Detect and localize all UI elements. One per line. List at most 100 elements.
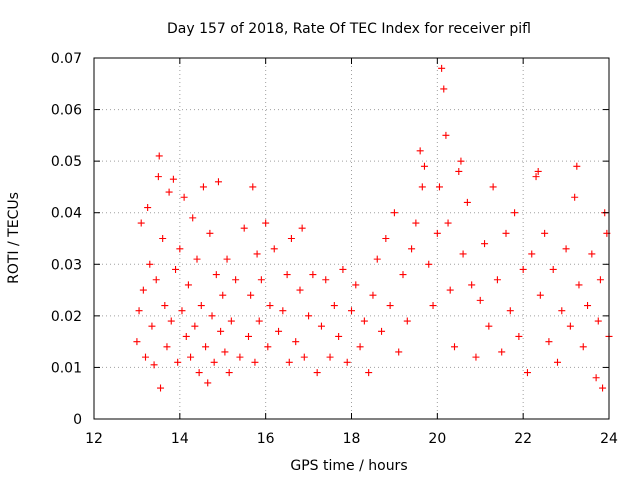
- data-point: [144, 204, 152, 212]
- data-point: [146, 260, 154, 268]
- data-point: [165, 188, 173, 196]
- data-point: [204, 379, 212, 387]
- data-points: [133, 64, 613, 392]
- data-point: [534, 167, 542, 175]
- data-point: [255, 317, 263, 325]
- data-point: [506, 307, 514, 315]
- data-point: [446, 286, 454, 294]
- y-tick-label: 0.04: [51, 206, 82, 222]
- data-point: [167, 317, 175, 325]
- data-point: [599, 384, 607, 392]
- x-tick-label: 22: [514, 431, 532, 447]
- data-point: [247, 291, 255, 299]
- data-point: [210, 358, 218, 366]
- y-tick-label: 0.05: [51, 154, 82, 170]
- data-point: [178, 307, 186, 315]
- data-point: [523, 369, 531, 377]
- data-point: [217, 327, 225, 335]
- data-point: [498, 348, 506, 356]
- data-point: [519, 265, 527, 273]
- data-point: [390, 209, 398, 217]
- data-point: [298, 224, 306, 232]
- x-tick-label: 20: [428, 431, 446, 447]
- data-point: [596, 276, 604, 284]
- grid: [94, 58, 609, 419]
- data-point: [457, 157, 465, 165]
- data-point: [208, 312, 216, 320]
- data-point: [584, 302, 592, 310]
- y-axis-label: ROTI / TECUs: [6, 192, 22, 284]
- data-point: [438, 64, 446, 72]
- data-point: [309, 271, 317, 279]
- data-point: [399, 271, 407, 279]
- data-point: [528, 250, 536, 258]
- data-point: [182, 332, 190, 340]
- data-point: [451, 343, 458, 351]
- data-point: [225, 369, 233, 377]
- data-point: [352, 281, 360, 289]
- data-point: [193, 255, 201, 263]
- data-point: [536, 291, 544, 299]
- x-tick-label: 24: [600, 431, 618, 447]
- y-tick-label: 0.03: [51, 257, 82, 273]
- data-point: [588, 250, 596, 258]
- y-tick-label: 0.01: [51, 360, 82, 376]
- data-point: [395, 348, 403, 356]
- data-point: [573, 162, 581, 170]
- data-point: [187, 353, 195, 361]
- data-point: [275, 327, 283, 335]
- data-point: [369, 291, 377, 299]
- data-point: [135, 307, 143, 315]
- data-point: [360, 317, 368, 325]
- data-point: [594, 317, 602, 325]
- data-point: [463, 198, 471, 206]
- data-point: [195, 369, 203, 377]
- data-point: [212, 271, 220, 279]
- chart-title: Day 157 of 2018, Rate Of TEC Index for r…: [167, 21, 531, 37]
- data-point: [326, 353, 334, 361]
- data-point: [133, 338, 141, 346]
- data-point: [300, 353, 308, 361]
- data-point: [262, 219, 270, 227]
- data-point: [139, 286, 147, 294]
- data-point: [418, 183, 426, 191]
- data-point: [382, 235, 390, 242]
- data-point: [172, 265, 180, 273]
- y-tick-label: 0.02: [51, 309, 82, 325]
- data-point: [493, 276, 501, 284]
- data-point: [343, 358, 351, 366]
- data-point: [579, 343, 587, 351]
- data-point: [232, 276, 240, 284]
- data-point: [515, 332, 523, 340]
- data-point: [459, 250, 467, 258]
- data-point: [317, 322, 325, 330]
- y-tick-label: 0: [73, 412, 82, 428]
- data-point: [219, 291, 227, 299]
- data-point: [476, 296, 484, 304]
- data-point: [296, 286, 304, 294]
- data-point: [545, 338, 553, 346]
- data-point: [191, 322, 199, 330]
- data-point: [240, 224, 248, 232]
- data-point: [142, 353, 149, 361]
- data-point: [330, 302, 338, 310]
- data-point: [485, 322, 493, 330]
- data-point: [322, 276, 330, 284]
- x-tick-label: 18: [343, 431, 361, 447]
- y-tick-label: 0.06: [51, 103, 82, 119]
- data-point: [566, 322, 574, 330]
- data-point: [356, 343, 364, 351]
- data-point: [435, 183, 443, 191]
- data-point: [305, 312, 313, 320]
- data-point: [251, 358, 259, 366]
- data-point: [532, 173, 540, 181]
- data-point: [444, 219, 452, 227]
- data-point: [481, 240, 489, 248]
- y-tick-label: 0.07: [51, 51, 82, 67]
- data-point: [348, 307, 355, 315]
- data-point: [571, 193, 579, 201]
- data-point: [152, 276, 160, 284]
- data-point: [137, 219, 145, 227]
- data-point: [425, 260, 433, 268]
